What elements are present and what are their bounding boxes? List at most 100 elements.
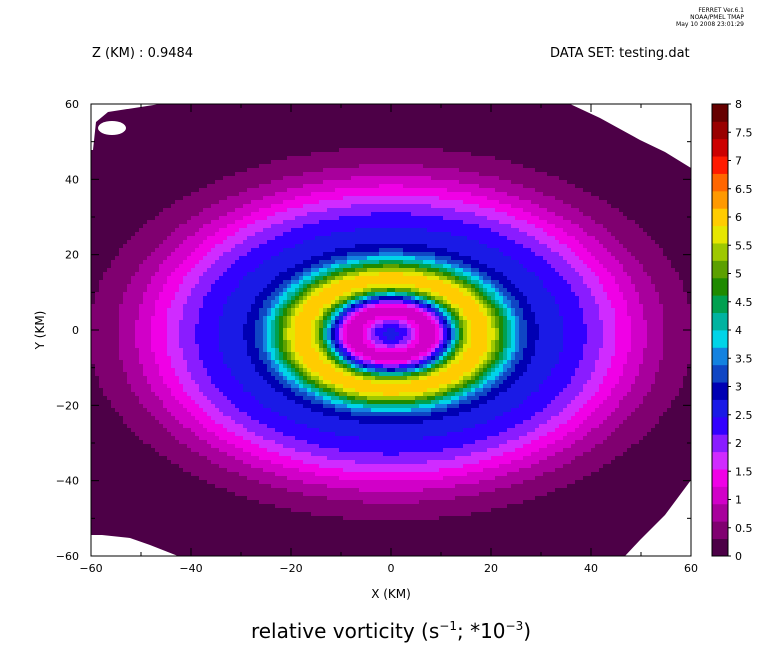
field-cell [175,220,180,225]
field-cell [111,196,116,201]
field-cell [571,224,576,229]
field-cell [395,204,400,209]
field-cell [387,176,392,181]
field-cell [555,216,560,221]
field-cell [211,208,216,213]
field-cell [675,176,680,181]
field-cell [335,164,340,169]
field-cell [315,216,320,221]
field-cell [423,228,428,233]
field-cell [531,136,536,141]
field-cell [263,224,268,229]
field-cell [599,148,604,153]
field-cell [487,168,492,173]
field-cell [379,144,384,149]
field-cell [507,132,512,137]
field-cell [311,232,316,237]
field-cell [651,160,656,165]
field-cell [683,232,688,237]
field-cell [331,196,336,201]
field-cell [415,168,420,173]
field-cell [227,144,232,149]
field-cell [323,148,328,153]
field-cell [663,180,668,185]
field-cell [135,152,140,157]
field-cell [155,120,160,125]
field-cell [215,132,220,137]
field-cell [339,184,344,189]
field-cell [627,132,632,137]
field-cell [247,192,252,197]
field-cell [159,220,164,225]
field-cell [219,148,224,153]
field-cell [287,208,292,213]
field-cell [187,116,192,121]
field-cell [383,172,388,177]
field-cell [519,200,524,205]
field-cell [279,160,284,165]
field-cell [203,220,208,225]
field-cell [351,132,356,137]
field-cell [663,176,668,181]
field-cell [635,228,640,233]
field-cell [631,228,636,233]
field-cell [183,180,188,185]
field-cell [215,232,220,237]
field-cell [579,152,584,157]
field-cell [143,120,148,125]
field-cell [387,196,392,201]
field-cell [479,216,484,221]
field-cell [131,192,136,197]
field-cell [183,184,188,189]
field-cell [219,160,224,165]
field-cell [263,180,268,185]
field-cell [647,184,652,189]
field-cell [587,136,592,141]
field-cell [179,176,184,181]
field-cell [251,164,256,169]
field-cell [631,192,636,197]
field-cell [343,204,348,209]
field-cell [119,216,124,221]
field-cell [219,224,224,229]
field-cell [623,136,628,141]
field-cell [347,104,352,109]
field-cell [575,160,580,165]
field-cell [507,144,512,149]
field-cell [383,116,388,121]
field-cell [483,200,488,205]
field-cell [211,160,216,165]
field-cell [143,200,148,205]
field-cell [411,228,416,233]
field-cell [439,164,444,169]
field-cell [147,208,152,213]
field-cell [571,192,576,197]
field-cell [199,232,204,237]
field-cell [347,204,352,209]
field-cell [99,232,104,237]
field-cell [643,164,648,169]
field-cell [563,120,568,125]
field-cell [659,212,664,217]
field-cell [319,136,324,141]
field-cell [127,200,132,205]
field-cell [543,208,548,213]
field-cell [187,188,192,193]
field-cell [131,168,136,173]
field-cell [583,172,588,177]
field-cell [571,164,576,169]
field-cell [227,180,232,185]
field-cell [187,144,192,149]
field-cell [131,224,136,229]
field-cell [147,108,152,113]
field-cell [391,160,396,165]
field-cell [507,116,512,121]
field-cell [127,152,132,157]
field-cell [223,180,228,185]
field-cell [219,140,224,145]
field-cell [383,184,388,189]
field-cell [683,192,688,197]
field-cell [575,112,580,117]
field-cell [607,124,612,129]
field-cell [667,184,672,189]
